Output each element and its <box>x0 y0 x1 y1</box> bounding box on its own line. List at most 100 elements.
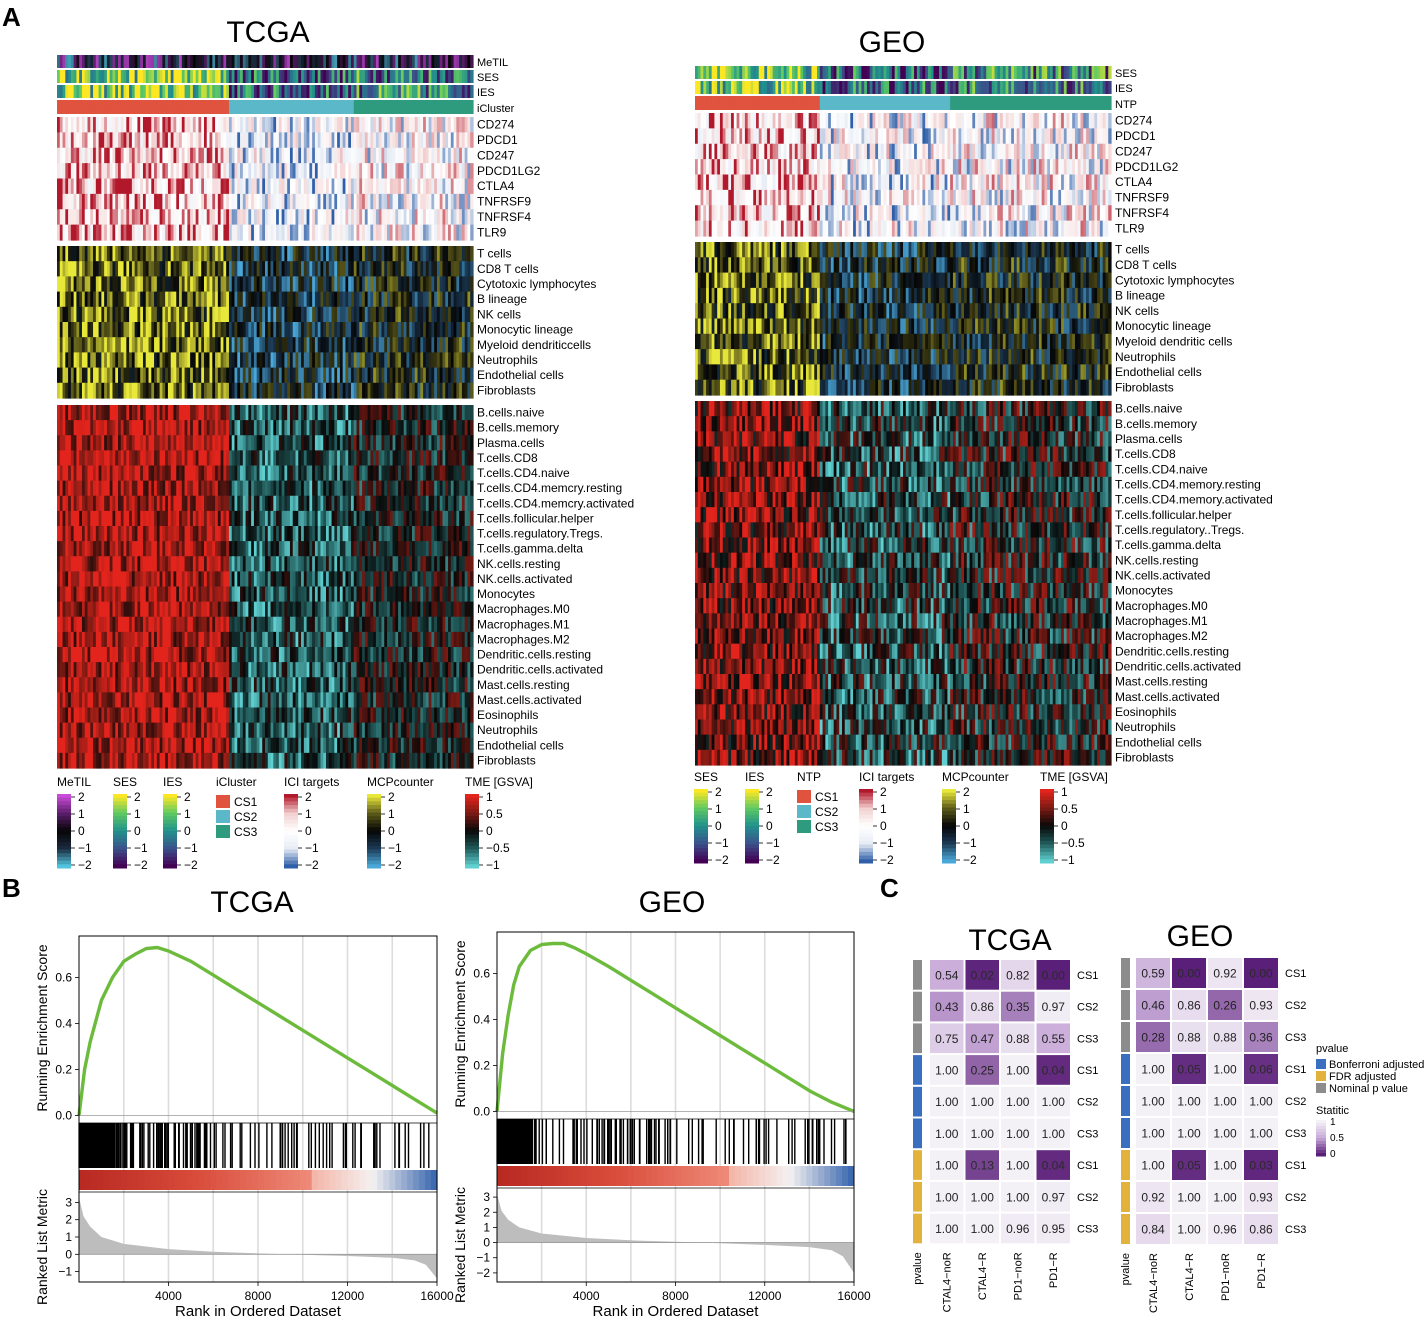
heatmap-cell <box>165 117 169 133</box>
track-cell <box>240 100 244 114</box>
heatmap-cell <box>57 163 61 180</box>
track-cell <box>350 55 355 68</box>
heatmap-cell <box>234 178 238 195</box>
heatmap-cell <box>248 117 252 133</box>
heatmap-cell <box>442 117 446 133</box>
heatmap-cell <box>192 261 197 277</box>
heatmap-cell <box>409 261 413 277</box>
heatmap-cell <box>464 246 469 262</box>
heatmap-cell <box>417 246 421 262</box>
track-cell <box>203 85 208 98</box>
heatmap-cell <box>162 163 166 180</box>
heatmap-cell <box>384 224 388 241</box>
heatmap-cell <box>253 117 258 133</box>
track-cell <box>439 70 444 83</box>
heatmap-cell <box>284 193 288 210</box>
track-cell <box>348 100 352 114</box>
track-cell <box>450 55 455 68</box>
heatmap-cell <box>364 163 369 180</box>
track-cell <box>375 85 380 98</box>
track-cell <box>450 70 455 83</box>
heatmap-cell <box>337 163 341 180</box>
heatmap-cell <box>342 209 347 226</box>
heatmap-cell <box>106 209 111 226</box>
heatmap-cell <box>334 224 338 241</box>
track-cell <box>459 85 463 98</box>
track-cell <box>192 55 197 68</box>
track-cell <box>392 55 396 68</box>
heatmap-cell <box>173 261 177 277</box>
heatmap-cell <box>256 246 261 262</box>
heatmap-cell <box>223 117 227 133</box>
heatmap-cell <box>145 209 150 226</box>
heatmap-cell <box>151 193 155 210</box>
heatmap-cell <box>456 261 460 277</box>
heatmap-cell <box>353 178 358 195</box>
track-cell <box>95 55 100 68</box>
track-cell <box>179 70 183 83</box>
heatmap-cell <box>317 178 322 195</box>
track-cell <box>68 85 72 98</box>
heatmap-cell <box>245 193 249 210</box>
heatmap-cell <box>328 163 333 180</box>
heatmap-cell <box>140 261 144 277</box>
row-label: CD247 <box>477 148 515 162</box>
track-cell <box>73 55 78 68</box>
heatmap-cell <box>142 261 147 277</box>
heatmap-cell <box>62 224 66 241</box>
heatmap-cell <box>142 147 147 164</box>
heatmap-cell <box>151 178 155 195</box>
heatmap-cell <box>192 246 197 262</box>
heatmap-cell <box>406 246 410 262</box>
heatmap-cell <box>118 193 122 210</box>
heatmap-cell <box>212 209 216 226</box>
heatmap-cell <box>362 178 366 195</box>
heatmap-cell <box>448 246 452 262</box>
heatmap-cell <box>353 246 358 262</box>
heatmap-cell <box>331 163 335 180</box>
heatmap-cell <box>281 178 286 195</box>
heatmap-cell <box>384 178 388 195</box>
track-cell <box>234 55 238 68</box>
track-cell <box>93 100 97 114</box>
track-cell <box>306 100 310 114</box>
track-cell <box>240 55 244 68</box>
heatmap-cell <box>392 246 396 262</box>
heatmap-cell <box>187 163 191 180</box>
heatmap-cell <box>81 261 86 277</box>
heatmap-cell <box>303 261 308 277</box>
track-cell <box>281 100 286 114</box>
heatmap-cell <box>145 261 150 277</box>
heatmap-cell <box>209 193 213 210</box>
track-cell <box>356 100 360 114</box>
heatmap-cell <box>226 163 230 180</box>
heatmap-cell <box>470 147 474 164</box>
heatmap-cell <box>295 132 299 149</box>
heatmap-cell <box>76 261 80 277</box>
track-cell <box>259 70 263 83</box>
heatmap-cell <box>181 163 186 180</box>
track-cell <box>87 55 91 68</box>
heatmap-cell <box>145 117 150 133</box>
track-cell <box>353 55 358 68</box>
track-cell <box>456 70 460 83</box>
heatmap-cell <box>65 117 69 133</box>
track-cell <box>323 55 327 68</box>
heatmap-cell <box>276 163 280 180</box>
heatmap-cell <box>251 163 255 180</box>
heatmap-cell <box>237 178 241 195</box>
heatmap-cell <box>306 132 310 149</box>
heatmap-cell <box>267 246 272 262</box>
heatmap-cell <box>70 147 75 164</box>
heatmap-cell <box>323 147 327 164</box>
heatmap-cell <box>295 261 299 277</box>
heatmap-cell <box>364 261 369 277</box>
heatmap-cell <box>348 178 352 195</box>
heatmap-cell <box>301 178 305 195</box>
heatmap-cell <box>156 224 161 241</box>
heatmap-cell <box>240 246 244 262</box>
heatmap-cell <box>240 224 244 241</box>
heatmap-cell <box>312 132 316 149</box>
heatmap-cell <box>259 261 263 277</box>
heatmap-cell <box>331 246 335 262</box>
